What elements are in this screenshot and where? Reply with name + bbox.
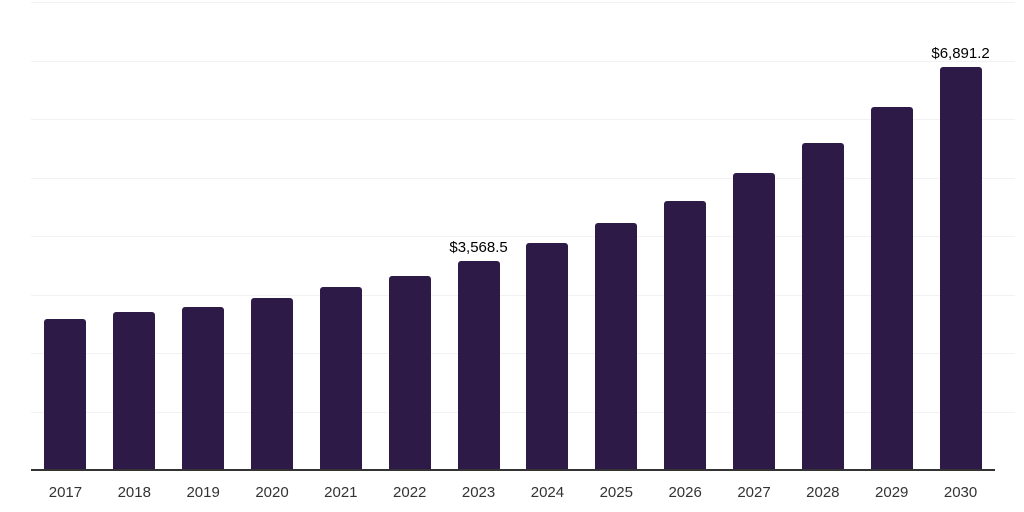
x-tick-2026: 2026 bbox=[668, 484, 702, 501]
gridline-1000 bbox=[31, 411, 1015, 413]
bar-2028[interactable] bbox=[801, 143, 844, 470]
bar-2022[interactable] bbox=[388, 275, 431, 470]
bar-2023[interactable] bbox=[457, 261, 500, 470]
gridline-5000 bbox=[31, 177, 1015, 179]
plot-area: $3,568.5 $6,891.2 bbox=[31, 2, 995, 470]
bar-2019[interactable] bbox=[182, 306, 225, 470]
bar-2018[interactable] bbox=[113, 312, 156, 470]
x-tick-2022: 2022 bbox=[393, 484, 427, 501]
x-tick-2019: 2019 bbox=[186, 484, 220, 501]
x-tick-2028: 2028 bbox=[806, 484, 840, 501]
bar-2025[interactable] bbox=[595, 223, 638, 470]
x-tick-2029: 2029 bbox=[875, 484, 909, 501]
x-axis-line bbox=[31, 469, 995, 471]
x-tick-2027: 2027 bbox=[737, 484, 771, 501]
bar-2021[interactable] bbox=[319, 286, 362, 470]
bar-2020[interactable] bbox=[251, 298, 293, 470]
x-tick-2023: 2023 bbox=[461, 484, 496, 501]
value-label-2023: $3,568.5 bbox=[449, 239, 508, 257]
bar-2026[interactable] bbox=[664, 200, 707, 470]
gridline-3000 bbox=[31, 294, 1015, 296]
bar-2029[interactable] bbox=[870, 106, 913, 470]
gridline-6000 bbox=[31, 119, 1015, 120]
bar-2024[interactable] bbox=[526, 243, 569, 470]
gridline-4000 bbox=[31, 236, 1015, 237]
gridline-8000 bbox=[31, 2, 1015, 3]
x-tick-2025: 2025 bbox=[599, 484, 633, 501]
bar-2030[interactable] bbox=[939, 66, 982, 470]
bar-2027[interactable] bbox=[733, 172, 775, 470]
x-tick-2021: 2021 bbox=[324, 484, 358, 501]
bar-2017[interactable] bbox=[44, 319, 87, 470]
x-tick-2030: 2030 bbox=[943, 484, 978, 501]
x-tick-2017: 2017 bbox=[48, 484, 83, 501]
x-tick-2018: 2018 bbox=[117, 484, 151, 501]
x-tick-2024: 2024 bbox=[530, 484, 565, 501]
value-label-2030: $6,891.2 bbox=[931, 44, 990, 62]
x-tick-2020: 2020 bbox=[255, 484, 289, 501]
gridline-layer bbox=[31, 2, 1015, 470]
gridline-2000 bbox=[31, 353, 1015, 354]
x-axis-tick-labels: 2017 2018 2019 2020 2021 2022 2023 2024 2025 2026… bbox=[31, 484, 995, 504]
gridline-7000 bbox=[31, 60, 1015, 62]
